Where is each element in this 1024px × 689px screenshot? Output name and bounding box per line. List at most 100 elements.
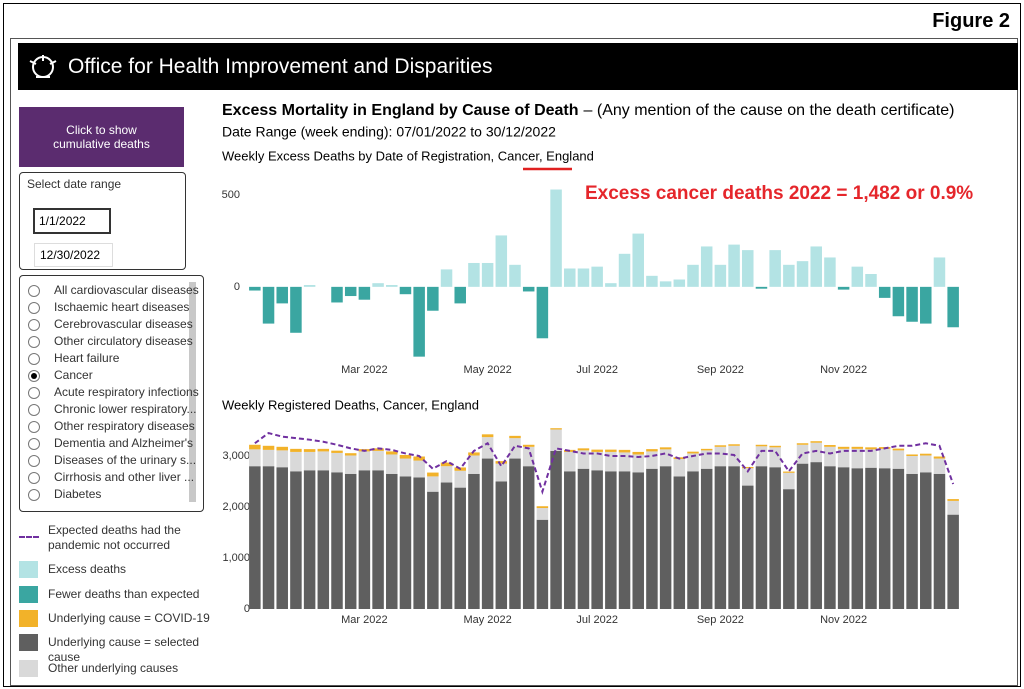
bar-segment [591,451,603,471]
radio[interactable] [28,336,40,348]
bar-segment [386,454,398,474]
bar [495,235,508,287]
bar-segment [632,454,644,473]
x-tick-label: Jul 2022 [576,364,618,376]
radio[interactable] [28,370,40,382]
bar-segment [632,451,644,455]
cause-option[interactable]: Other respiratory diseases [54,419,195,433]
bar [632,233,644,287]
bar-segment [947,499,959,501]
cause-option[interactable]: Acute respiratory infections [54,385,199,399]
bar-segment [605,471,617,609]
x-tick-label: May 2022 [463,614,511,626]
bar-segment [427,491,439,609]
x-tick-label: Jul 2022 [576,614,618,626]
bar-segment [262,445,275,450]
bar-segment [673,476,686,609]
bar [591,266,603,287]
bar-segment [906,473,918,609]
bar-segment [344,453,357,456]
cause-option[interactable]: Cerebrovascular diseases [54,317,193,331]
cumulative-button[interactable]: Click to show cumulative deaths [19,107,184,167]
bar-segment [386,473,398,609]
bar [440,269,453,287]
start-date[interactable]: 1/1/2022 [33,208,111,234]
radio[interactable] [28,455,40,467]
bar-segment [796,444,809,464]
radio[interactable] [28,387,40,399]
chart-title: Weekly Registered Deaths, Cancer, Englan… [222,397,479,412]
bar-segment [687,471,699,609]
radio[interactable] [28,489,40,501]
legend-line [19,536,39,538]
cause-option[interactable]: Heart failure [54,351,120,365]
legend-label: Fewer deaths than expected [48,587,200,601]
bar [865,274,877,287]
radio[interactable] [28,353,40,365]
bar-segment [783,489,795,609]
figure-label: Figure 2 [932,10,1010,32]
bar-segment [824,445,836,447]
bar-segment [742,468,754,486]
bar-segment [249,449,261,467]
bar-segment [249,444,261,450]
bar-segment [659,449,672,467]
org-name: Office for Health Improvement and Dispar… [68,55,493,78]
bar [454,286,466,304]
radio[interactable] [28,285,40,297]
bar-segment [783,471,795,473]
bar-segment [564,451,576,472]
bar-segment [427,472,439,477]
radio[interactable] [28,421,40,433]
cause-option[interactable]: Ischaemic heart diseases [54,300,190,314]
y-tick-label: 3,000 [222,450,250,462]
bar-segment [276,446,288,451]
cause-option[interactable]: Diabetes [54,487,102,501]
radio[interactable] [28,404,40,416]
bar-segment [769,467,781,609]
bar-segment [673,459,686,477]
scrollbar[interactable] [189,282,196,502]
bar-segment [714,446,727,467]
cause-option[interactable]: Dementia and Alzheimer's [54,436,194,450]
radio[interactable] [28,438,40,450]
bar-segment [564,471,576,609]
cause-option[interactable]: Cancer [54,368,93,382]
bar-segment [755,466,768,609]
cause-option[interactable]: Other circulatory diseases [54,334,193,348]
bar-segment [714,466,727,609]
bar-segment [536,506,549,509]
end-date[interactable]: 12/30/2022 [34,243,113,267]
legend-label: Excess deaths [48,562,127,576]
bar-segment [700,468,713,609]
bar-segment [728,444,740,446]
cause-option[interactable]: Chronic lower respiratory... [54,402,197,416]
bar-segment [605,449,617,452]
bar-segment [591,470,603,609]
bar-segment [892,448,905,451]
legend-label: Underlying cause = COVID-19 [48,611,210,625]
radio[interactable] [28,319,40,331]
cause-option[interactable]: All cardiovascular diseases [54,283,199,297]
bar-segment [495,481,508,609]
bar [331,286,343,303]
legend-swatch [19,634,38,651]
cause-option[interactable]: Diseases of the urinary s... [54,453,197,467]
bar-segment [700,448,713,451]
bar-segment [317,451,330,471]
radio[interactable] [28,472,40,484]
bar-segment [865,467,877,609]
legend-swatch [19,610,38,627]
bar [728,244,740,287]
bar-segment [331,472,343,609]
bar-segment [851,448,864,469]
bar [783,264,795,287]
bar-segment [399,458,412,477]
bar [550,189,562,287]
x-tick-label: Mar 2022 [341,614,387,626]
x-tick-label: Nov 2022 [820,614,867,626]
bar-segment [550,429,562,451]
radio[interactable] [28,302,40,314]
cause-option[interactable]: Cirrhosis and other liver ... [54,470,195,484]
bar [659,281,672,287]
